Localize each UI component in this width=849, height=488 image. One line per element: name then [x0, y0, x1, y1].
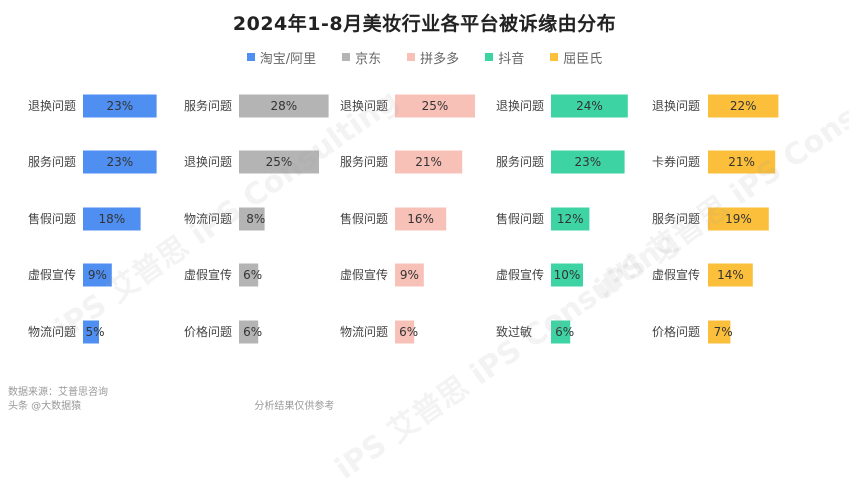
- category-label: 退换问题: [340, 99, 388, 113]
- value-label: 14%: [717, 268, 744, 282]
- value-label: 28%: [270, 99, 297, 113]
- category-label: 物流问题: [340, 325, 388, 339]
- legend-item: 京东: [342, 48, 382, 67]
- value-label: 9%: [88, 268, 107, 282]
- bar: [239, 320, 259, 344]
- category-label: 售假问题: [496, 211, 544, 226]
- value-label: 22%: [730, 99, 757, 113]
- bar: [239, 263, 259, 287]
- value-label: 18%: [98, 212, 125, 226]
- bar: [708, 94, 779, 118]
- chart-title: 2024年1-8月美妆行业各平台被诉缘由分布: [232, 13, 617, 35]
- value-label: 24%: [576, 99, 603, 113]
- value-label: 7%: [714, 325, 733, 339]
- category-label: 虚假宣传: [340, 267, 388, 282]
- value-label: 25%: [422, 99, 449, 113]
- value-label: 10%: [554, 268, 581, 282]
- bar: [239, 150, 319, 174]
- source-note: 数据来源：艾普思咨询: [8, 387, 108, 398]
- category-label: 服务问题: [28, 154, 76, 169]
- bar: [83, 150, 157, 174]
- category-label: 退换问题: [652, 99, 700, 113]
- overlay-caption: 头条 @大数据猿: [8, 401, 82, 412]
- analysis-note: 头条 @大数据猿 分析结果仅供参考: [8, 400, 334, 414]
- category-label: 服务问题: [652, 211, 700, 226]
- bar: [551, 207, 590, 231]
- analysis-note-text: 分析结果仅供参考: [254, 401, 335, 412]
- category-label: 致过敏: [496, 324, 532, 339]
- legend-swatch: [550, 53, 559, 61]
- category-label: 服务问题: [340, 154, 388, 169]
- bar: [395, 94, 475, 118]
- legend-item: 拼多多: [407, 48, 460, 67]
- value-label: 25%: [266, 155, 293, 169]
- bar: [239, 94, 329, 118]
- category-label: 价格问题: [652, 324, 700, 339]
- category-label: 售假问题: [340, 211, 388, 226]
- bar: [83, 263, 112, 287]
- bar: [83, 207, 141, 231]
- category-label: 退换问题: [28, 99, 76, 113]
- value-label: 23%: [106, 99, 133, 113]
- bar: [83, 320, 99, 344]
- legend: 淘宝/阿里 京东 拼多多 抖音 屈臣氏: [0, 48, 849, 67]
- legend-label: 淘宝/阿里: [259, 51, 317, 67]
- category-label: 虚假宣传: [28, 267, 76, 282]
- value-label: 23%: [574, 155, 601, 169]
- category-label: 物流问题: [28, 325, 76, 339]
- legend-item: 屈臣氏: [550, 48, 603, 67]
- value-label: 5%: [85, 325, 104, 339]
- legend-swatch: [407, 53, 416, 61]
- value-label: 16%: [407, 212, 434, 226]
- value-label: 21%: [415, 155, 442, 169]
- bar: [708, 320, 731, 344]
- value-label: 23%: [106, 155, 133, 169]
- bar: [708, 207, 769, 231]
- category-label: 退换问题: [184, 155, 232, 169]
- value-label: 6%: [243, 325, 262, 339]
- bar: [551, 263, 583, 287]
- category-label: 退换问题: [496, 99, 544, 113]
- value-label: 6%: [243, 268, 262, 282]
- category-label: 售假问题: [28, 211, 76, 226]
- legend-item: 抖音: [485, 48, 525, 67]
- legend-swatch: [342, 53, 351, 61]
- value-label: 19%: [725, 212, 752, 226]
- category-label: 虚假宣传: [184, 267, 232, 282]
- value-label: 9%: [400, 268, 419, 282]
- footer: 数据来源：艾普思咨询 头条 @大数据猿 分析结果仅供参考: [8, 386, 334, 414]
- bar: [395, 263, 424, 287]
- category-label: 价格问题: [184, 324, 232, 339]
- bar: [551, 94, 628, 118]
- bar: [395, 150, 463, 174]
- bar: [83, 94, 157, 118]
- bar: [708, 150, 776, 174]
- category-label: 虚假宣传: [652, 267, 700, 282]
- bar: [708, 263, 753, 287]
- bar: [551, 320, 571, 344]
- bar: [551, 150, 625, 174]
- value-label: 8%: [246, 212, 265, 226]
- legend-swatch: [246, 53, 255, 61]
- value-label: 6%: [555, 325, 574, 339]
- value-label: 21%: [728, 155, 755, 169]
- legend-item: 淘宝/阿里: [246, 48, 317, 67]
- legend-label: 抖音: [498, 51, 525, 67]
- category-label: 服务问题: [184, 98, 232, 113]
- category-label: 虚假宣传: [496, 267, 544, 282]
- bar: [395, 207, 447, 231]
- bar: [395, 320, 415, 344]
- chart-area: 退换问题 23% 服务问题 23% 售假问题 18% 虚假宣传 9% 物流问题 5% 服务问题 28%…: [28, 94, 779, 344]
- value-label: 6%: [399, 325, 418, 339]
- legend-label: 屈臣氏: [563, 51, 603, 67]
- legend-swatch: [485, 53, 494, 61]
- category-label: 物流问题: [184, 212, 232, 226]
- legend-label: 京东: [355, 51, 382, 67]
- value-label: 12%: [557, 212, 584, 226]
- legend-label: 拼多多: [420, 51, 460, 67]
- bar: [239, 207, 265, 231]
- category-label: 服务问题: [496, 154, 544, 169]
- category-label: 卡券问题: [652, 154, 700, 169]
